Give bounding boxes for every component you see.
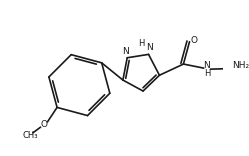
Text: H: H: [138, 39, 144, 48]
Text: N: N: [203, 61, 210, 70]
Text: NH₂: NH₂: [232, 61, 249, 70]
Text: N: N: [146, 43, 153, 52]
Text: O: O: [40, 120, 47, 129]
Text: O: O: [190, 36, 197, 45]
Text: H: H: [204, 69, 210, 78]
Text: CH₃: CH₃: [22, 131, 38, 140]
Text: N: N: [122, 47, 129, 56]
